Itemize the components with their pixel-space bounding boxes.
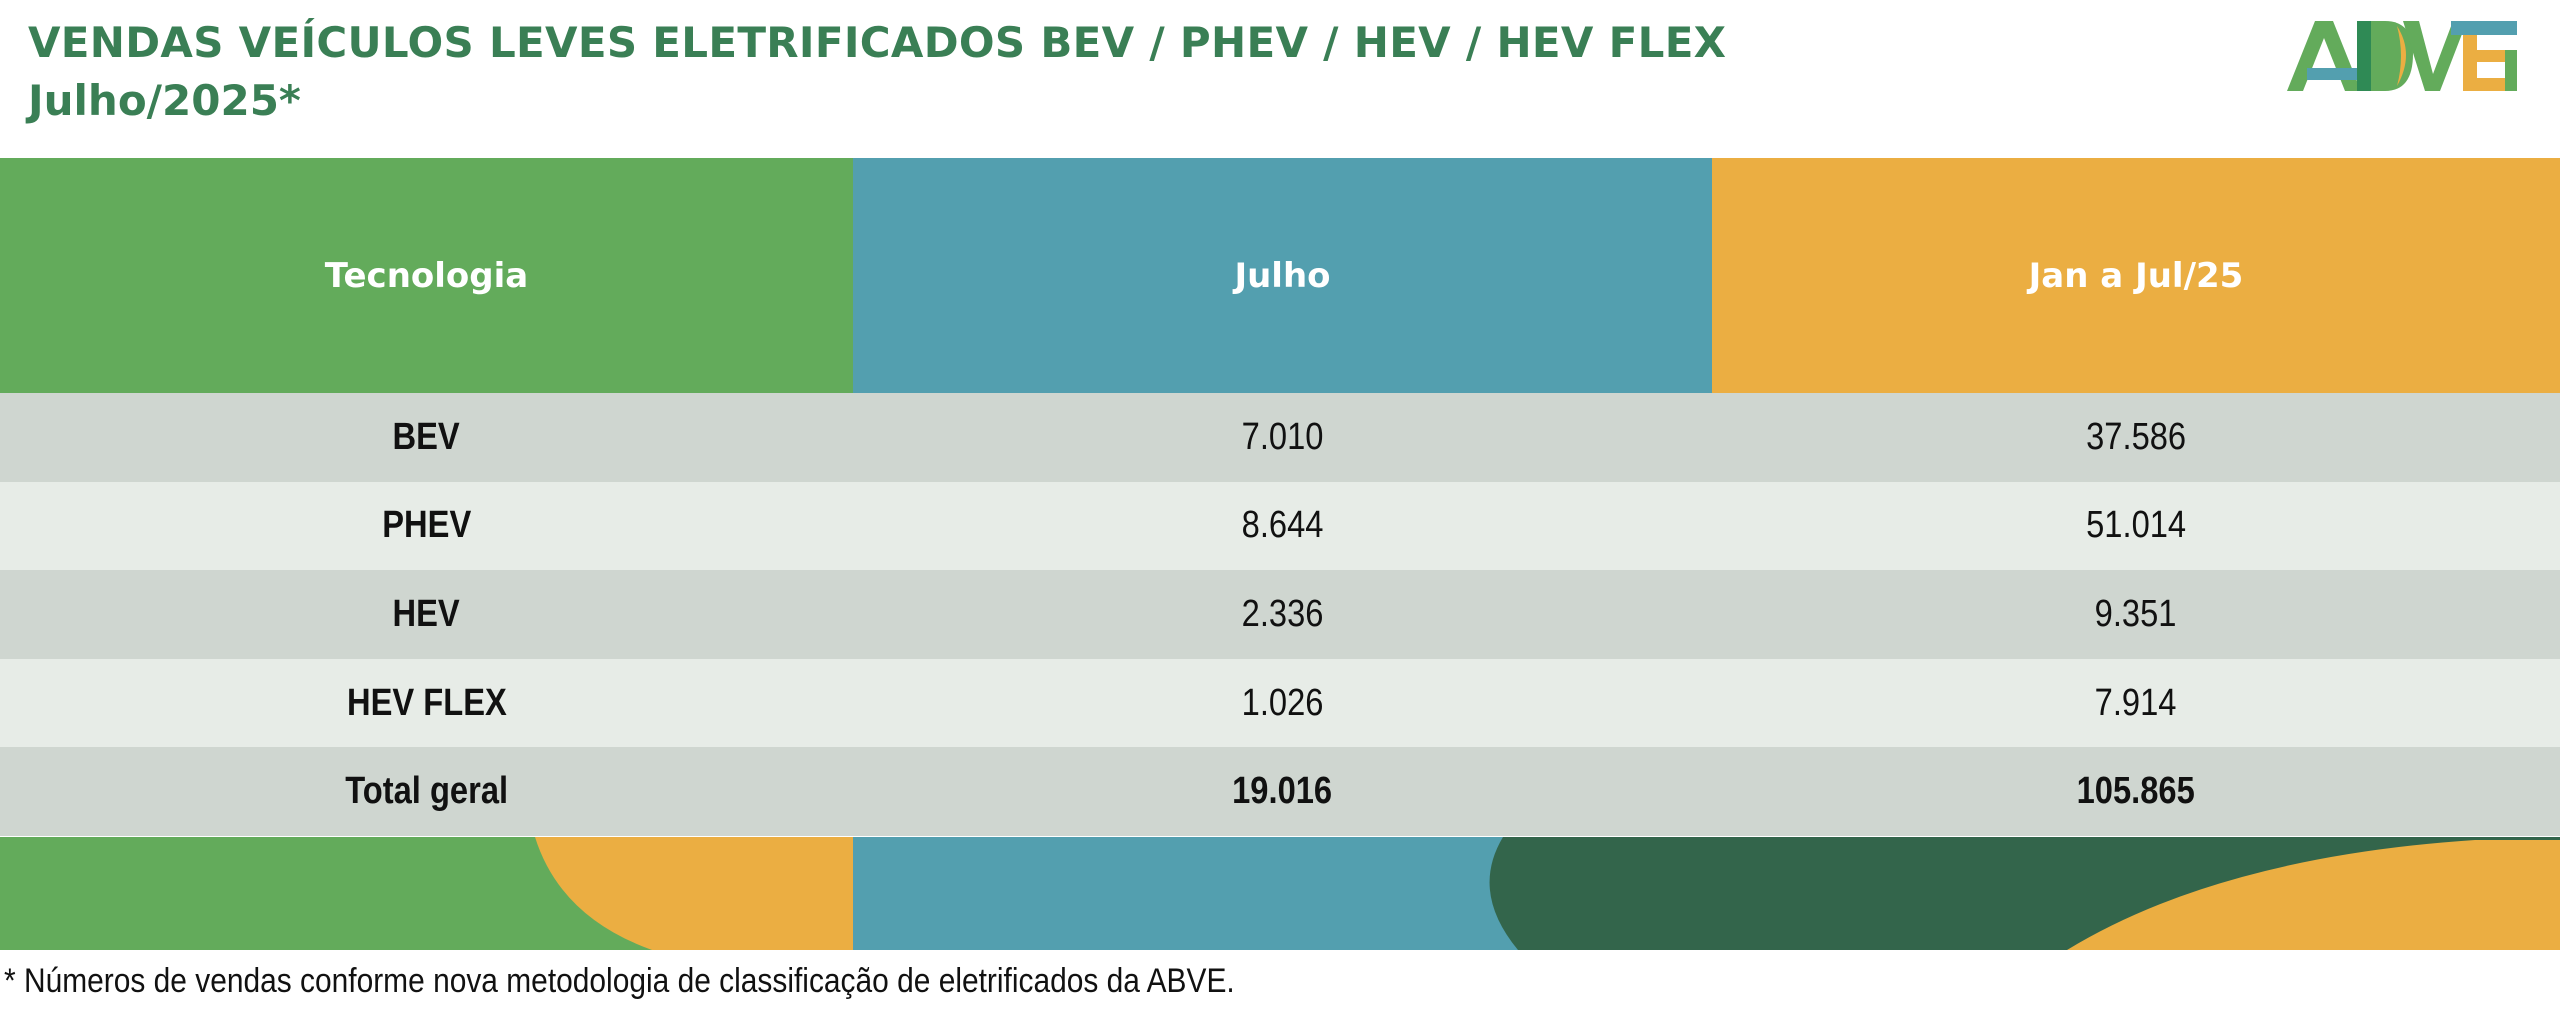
cell-julho: 2.336 xyxy=(1241,592,1324,635)
table-header: Tecnologia Julho Jan a Jul/25 xyxy=(0,158,2560,393)
table-row: HEV 2.336 9.351 xyxy=(0,570,2560,659)
cell-julho: 8.644 xyxy=(1241,504,1324,547)
cell-total-jan-jul: 105.865 xyxy=(2076,770,2196,813)
cell-total-julho: 19.016 xyxy=(1232,770,1333,813)
table-body: BEV 7.010 37.586 PHEV 8.644 51.014 HEV 2… xyxy=(0,393,2560,836)
cell-total-label: Total geral xyxy=(345,770,508,813)
title-line-2: Julho/2025* xyxy=(28,76,301,125)
abve-logo-icon xyxy=(2285,16,2525,96)
table-row: BEV 7.010 37.586 xyxy=(0,393,2560,482)
header-tecnologia: Tecnologia xyxy=(0,158,853,393)
footnote: * Números de vendas conforme nova metodo… xyxy=(4,962,1403,1001)
table-row: HEV FLEX 1.026 7.914 xyxy=(0,658,2560,748)
table-row: PHEV 8.644 51.014 xyxy=(0,481,2560,571)
cell-tecnologia: BEV xyxy=(392,415,461,458)
footnote-text: * Números de vendas conforme nova metodo… xyxy=(4,962,1235,1000)
cell-jan-jul: 51.014 xyxy=(2086,504,2186,547)
cell-jan-jul: 9.351 xyxy=(2095,592,2177,635)
header-julho: Julho xyxy=(853,158,1712,393)
cell-jan-jul: 7.914 xyxy=(2095,681,2177,724)
cell-julho: 7.010 xyxy=(1241,415,1324,458)
table-row-total: Total geral 19.016 105.865 xyxy=(0,747,2560,836)
page-title: VENDAS VEÍCULOS LEVES ELETRIFICADOS BEV … xyxy=(28,14,1726,130)
cell-tecnologia: HEV FLEX xyxy=(346,681,507,724)
cell-julho: 1.026 xyxy=(1241,681,1324,724)
header-jan-jul: Jan a Jul/25 xyxy=(1712,158,2560,393)
cell-jan-jul: 37.586 xyxy=(2086,415,2186,458)
cell-tecnologia: HEV xyxy=(392,592,461,635)
cell-tecnologia: PHEV xyxy=(381,504,471,547)
title-line-1: VENDAS VEÍCULOS LEVES ELETRIFICADOS BEV … xyxy=(28,18,1727,67)
decorative-band xyxy=(0,837,2560,950)
